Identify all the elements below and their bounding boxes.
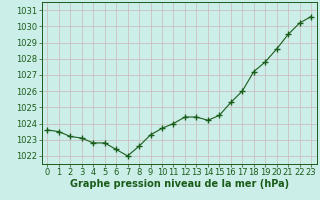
X-axis label: Graphe pression niveau de la mer (hPa): Graphe pression niveau de la mer (hPa) — [70, 179, 289, 189]
